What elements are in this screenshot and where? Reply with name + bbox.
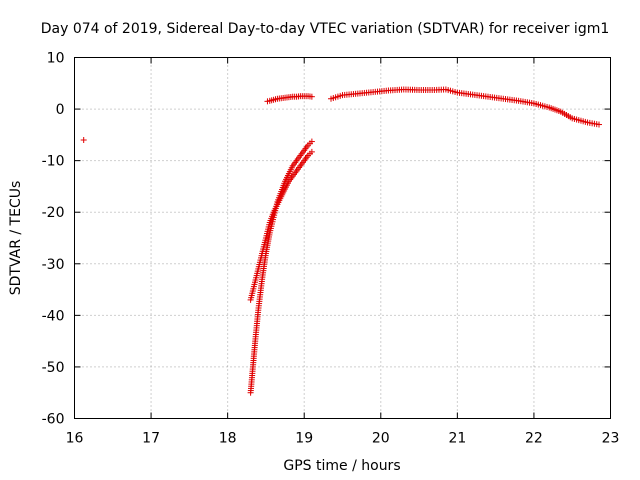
chart-title: Day 074 of 2019, Sidereal Day-to-day VTE…	[41, 21, 610, 37]
x-tick-label: 21	[448, 431, 466, 447]
arc-left-point	[308, 138, 315, 145]
x-tick-label: 20	[372, 431, 390, 447]
upper-segment-2-point	[596, 121, 603, 128]
upper-segment-1-point	[308, 93, 315, 100]
x-tick-label: 23	[602, 431, 620, 447]
x-tick-label: 16	[66, 431, 84, 447]
x-tick-label: 17	[142, 431, 160, 447]
y-tick-label: -20	[42, 205, 65, 221]
plot-frame	[74, 57, 611, 419]
axis-ticks	[74, 57, 611, 419]
x-axis-label: GPS time / hours	[283, 458, 400, 474]
y-tick-label: -50	[42, 360, 65, 376]
isolated-point	[80, 137, 87, 144]
grid	[74, 57, 611, 419]
tick-labels: 16 17 18 19 20 21 22 23 10 0 -10 -20 -30 -40 -50 -60	[42, 51, 620, 447]
y-tick-label: 10	[47, 51, 65, 67]
arc-right-point	[308, 148, 315, 155]
y-tick-label: -10	[42, 154, 65, 170]
x-tick-label: 18	[219, 431, 237, 447]
y-tick-label: 0	[56, 102, 65, 118]
data-points	[80, 86, 603, 396]
y-axis-label: SDTVAR / TECUs	[8, 181, 24, 296]
y-tick-label: -30	[42, 257, 65, 273]
y-tick-label: -60	[42, 412, 65, 428]
x-tick-label: 19	[295, 431, 313, 447]
x-tick-label: 22	[525, 431, 543, 447]
y-tick-label: -40	[42, 308, 65, 324]
